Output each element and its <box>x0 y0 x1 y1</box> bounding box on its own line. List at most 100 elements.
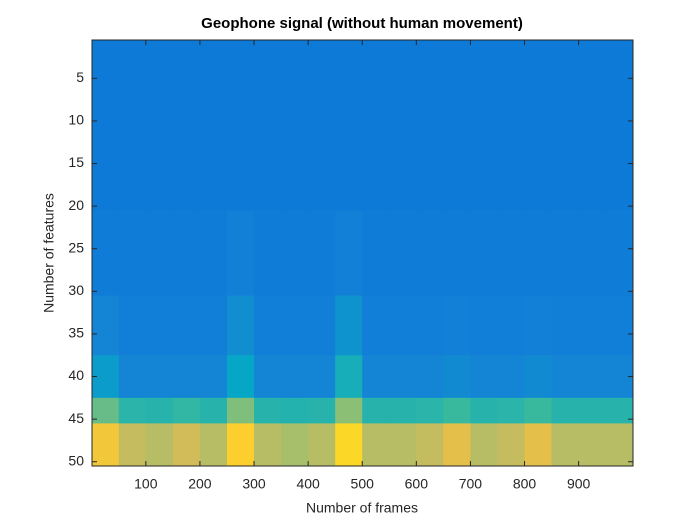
heatmap-cell <box>443 125 471 211</box>
x-tick-label: 900 <box>567 476 591 492</box>
x-tick-label: 400 <box>296 476 320 492</box>
heatmap-cell <box>335 423 363 467</box>
heatmap-cell <box>443 423 471 467</box>
heatmap-cell <box>416 125 444 211</box>
heatmap-cell <box>172 125 201 211</box>
heatmap-cell <box>145 40 174 126</box>
heatmap-cell <box>362 397 390 424</box>
heatmap-cell <box>470 210 498 297</box>
heatmap-cell <box>145 397 174 424</box>
heatmap-cell <box>524 40 553 126</box>
heatmap-cell <box>362 125 390 211</box>
heatmap-cell <box>92 125 120 211</box>
heatmap-cell <box>118 423 147 467</box>
heatmap-cell <box>281 295 309 356</box>
heatmap-cell <box>118 295 147 356</box>
heatmap-cell <box>145 125 174 211</box>
y-tick-label: 15 <box>68 154 84 170</box>
x-tick-label: 300 <box>242 476 266 492</box>
heatmap-cell <box>226 295 255 356</box>
heatmap-cell <box>524 210 553 297</box>
heatmap-cell <box>118 210 147 297</box>
heatmap-cell <box>416 40 444 126</box>
heatmap-cell <box>524 397 553 424</box>
heatmap-cell <box>281 210 309 297</box>
heatmap-cell <box>308 125 336 211</box>
heatmap-cell <box>362 355 390 399</box>
heatmap-cell <box>389 423 417 467</box>
x-tick-label: 600 <box>405 476 429 492</box>
heatmap-cell <box>335 40 363 126</box>
y-tick-label: 25 <box>68 239 84 255</box>
heatmap-cell <box>199 40 228 126</box>
heatmap-cell <box>254 295 282 356</box>
y-tick-label: 40 <box>68 367 84 383</box>
heatmap-cell <box>443 397 471 424</box>
heatmap-cell <box>389 295 417 356</box>
heatmap-cell <box>389 125 417 211</box>
heatmap-cell <box>226 210 255 297</box>
y-tick-label: 10 <box>68 112 84 128</box>
heatmap-cell <box>470 40 498 126</box>
heatmap-cell <box>308 40 336 126</box>
heatmap-cell <box>470 295 498 356</box>
heatmap-cell <box>254 397 282 424</box>
heatmap-cell <box>335 210 363 297</box>
x-tick-label: 800 <box>513 476 537 492</box>
heatmap-cell <box>470 355 498 399</box>
heatmap-cell <box>578 125 607 211</box>
heatmap-cell <box>362 210 390 297</box>
heatmap-cell <box>443 355 471 399</box>
heatmap-cell <box>551 355 580 399</box>
heatmap-cell <box>389 210 417 297</box>
x-tick-label: 200 <box>188 476 212 492</box>
heatmap-cell <box>443 210 471 297</box>
y-tick-label: 50 <box>68 452 84 468</box>
chart-title: Geophone signal (without human movement) <box>201 15 523 32</box>
y-tick-label: 20 <box>68 197 84 213</box>
heatmap-cell <box>145 210 174 297</box>
heatmap-cell <box>497 40 526 126</box>
heatmap-cell <box>172 423 201 467</box>
heatmap-cell <box>497 125 526 211</box>
heatmap-cell <box>443 295 471 356</box>
heatmap-cell <box>199 397 228 424</box>
heatmap-cell <box>470 423 498 467</box>
heatmap-cell <box>172 295 201 356</box>
heatmap-cell <box>308 423 336 467</box>
heatmap-cell <box>335 295 363 356</box>
heatmap-cell <box>497 423 526 467</box>
heatmap-cell <box>416 295 444 356</box>
heatmap-cell <box>226 397 255 424</box>
heatmap-cell <box>308 210 336 297</box>
heatmap-cell <box>226 40 255 126</box>
x-tick-label: 500 <box>351 476 375 492</box>
heatmap-cell <box>254 355 282 399</box>
heatmap-cell <box>92 397 120 424</box>
heatmap-cell <box>281 423 309 467</box>
heatmap-cell <box>416 210 444 297</box>
heatmap-cell <box>199 295 228 356</box>
heatmap-cell <box>254 210 282 297</box>
heatmap-cell <box>226 355 255 399</box>
heatmap-cell <box>605 125 634 211</box>
heatmap-cell <box>335 355 363 399</box>
heatmap-cell <box>118 125 147 211</box>
heatmap-cell <box>226 125 255 211</box>
heatmap-cells <box>92 40 634 467</box>
heatmap-cell <box>497 397 526 424</box>
axes: 100 200 300 400 500 600 700 800 900 5 10 15 20 25 30 35… <box>68 39 634 492</box>
heatmap-cell <box>281 397 309 424</box>
y-tick-label: 5 <box>76 69 84 85</box>
heatmap-cell <box>551 397 580 424</box>
heatmap-cell <box>308 397 336 424</box>
x-tick-label: 700 <box>459 476 483 492</box>
heatmap-cell <box>578 397 607 424</box>
heatmap-cell <box>416 397 444 424</box>
heatmap-cell <box>497 295 526 356</box>
heatmap-cell <box>578 210 607 297</box>
heatmap-cell <box>389 397 417 424</box>
heatmap-cell <box>605 397 634 424</box>
heatmap-cell <box>362 295 390 356</box>
